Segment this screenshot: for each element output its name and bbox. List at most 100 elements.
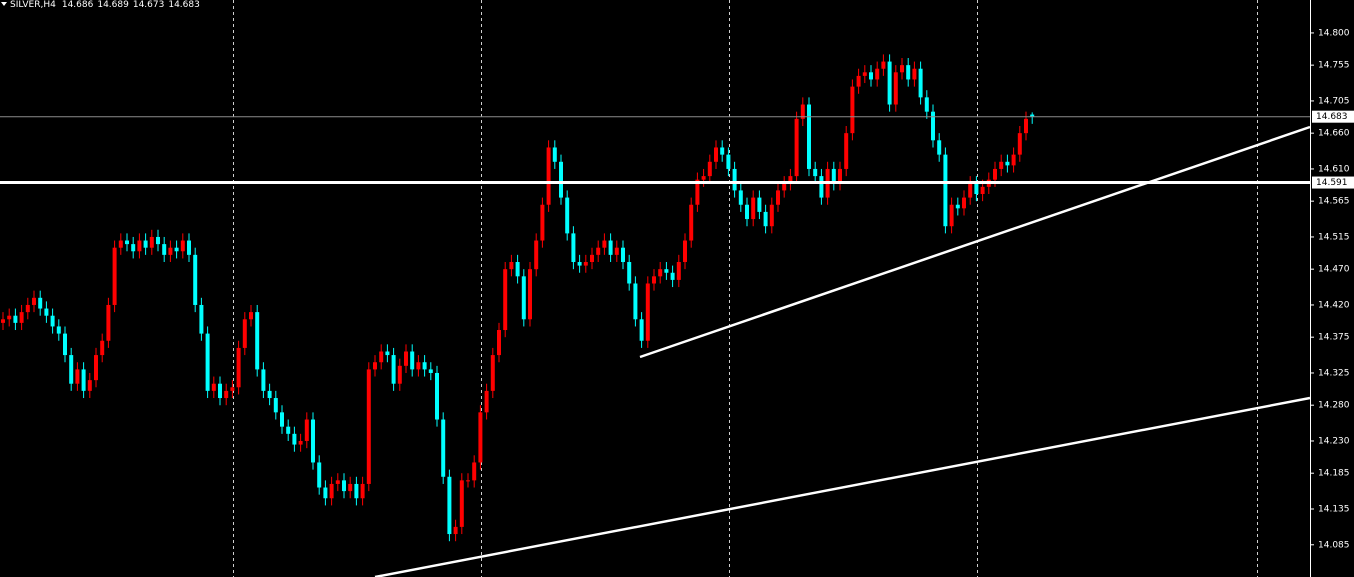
candle-body bbox=[565, 197, 570, 234]
y-tick-label: 14.230 bbox=[1318, 436, 1350, 446]
candle-body bbox=[726, 154, 731, 169]
candle-body bbox=[38, 297, 43, 309]
candle-body bbox=[366, 369, 371, 484]
candle-body bbox=[180, 240, 185, 252]
candle-body bbox=[645, 283, 650, 341]
candle-body bbox=[521, 276, 526, 320]
candle-body bbox=[416, 362, 421, 370]
open: 14.686 bbox=[62, 0, 94, 10]
candle-body bbox=[515, 262, 520, 277]
candle-body bbox=[503, 269, 508, 331]
candle-body bbox=[342, 480, 346, 492]
candle-body bbox=[379, 351, 384, 363]
candle-body bbox=[608, 240, 613, 255]
candle-body bbox=[19, 312, 24, 323]
price-axis: 14.800 14.755 14.705 14.660 14.610 14.565 14.5… bbox=[1310, 28, 1354, 550]
level-label: 14.591 bbox=[1316, 178, 1348, 188]
candle-body bbox=[311, 419, 315, 463]
candle-body bbox=[404, 351, 408, 366]
candle-body bbox=[94, 355, 98, 381]
candle-body bbox=[999, 161, 1004, 169]
candle-body bbox=[230, 387, 235, 391]
candle-body bbox=[807, 104, 811, 169]
candle-body bbox=[193, 254, 198, 305]
candle-body bbox=[335, 480, 340, 484]
plot bbox=[0, 54, 1310, 542]
candle-body bbox=[875, 68, 880, 80]
candle-body bbox=[373, 362, 377, 370]
trend-line bbox=[374, 396, 1311, 577]
candle-body bbox=[87, 380, 92, 391]
chart-title: SILVER,H4 14.686 14.689 14.673 14.683 bbox=[10, 0, 200, 10]
candle-body bbox=[187, 240, 191, 255]
candle-body bbox=[590, 254, 594, 263]
candle-body bbox=[131, 244, 136, 252]
y-tick-label: 14.705 bbox=[1318, 96, 1350, 106]
candle-body bbox=[168, 247, 173, 255]
candle-body bbox=[720, 147, 725, 155]
candle-body bbox=[478, 412, 483, 463]
candle-body bbox=[199, 304, 204, 334]
candle-body bbox=[459, 480, 464, 527]
candle-body bbox=[317, 462, 322, 488]
y-tick-label: 14.325 bbox=[1318, 368, 1350, 378]
candle-body bbox=[255, 312, 260, 370]
candle-body bbox=[707, 161, 712, 177]
candle-body bbox=[323, 487, 328, 499]
candle-body bbox=[1024, 118, 1028, 134]
candle-body bbox=[614, 247, 619, 255]
candle-body bbox=[453, 526, 458, 535]
candle-body bbox=[701, 176, 706, 180]
candle-body bbox=[236, 347, 241, 388]
candle-body bbox=[242, 319, 247, 348]
y-tick-label: 14.280 bbox=[1318, 401, 1350, 411]
candle-body bbox=[205, 333, 210, 391]
candle-body bbox=[391, 355, 396, 384]
candle-body bbox=[918, 68, 923, 98]
candle-body bbox=[639, 319, 644, 341]
candle-body bbox=[1011, 154, 1016, 166]
candle-body bbox=[813, 168, 818, 177]
menu-icon bbox=[1, 2, 7, 6]
candle-body bbox=[112, 247, 117, 305]
candle-body bbox=[794, 118, 799, 177]
candle-body bbox=[751, 197, 756, 220]
level-label-bg bbox=[1312, 176, 1354, 189]
candle-body bbox=[397, 365, 402, 384]
candle-body bbox=[211, 383, 216, 391]
candle-body bbox=[962, 197, 966, 209]
candle-body bbox=[466, 480, 470, 482]
candle-body bbox=[540, 204, 545, 241]
y-tick-label: 14.755 bbox=[1318, 61, 1350, 71]
candle-body bbox=[714, 147, 718, 162]
candle-body bbox=[583, 262, 588, 266]
candle-body bbox=[261, 369, 266, 391]
candle-body bbox=[149, 236, 154, 248]
candle-body bbox=[174, 247, 179, 252]
candle-body bbox=[75, 369, 80, 384]
candle-body bbox=[156, 236, 160, 245]
candle-body bbox=[831, 168, 836, 184]
candle-body bbox=[1030, 114, 1035, 117]
candle-body bbox=[329, 483, 334, 499]
close: 14.683 bbox=[168, 0, 200, 10]
candle-body bbox=[881, 61, 886, 69]
candle-body bbox=[267, 390, 272, 399]
symbol: SILVER,H4 bbox=[10, 0, 56, 10]
candle-body bbox=[782, 183, 787, 191]
candle-body bbox=[422, 362, 427, 370]
candle-body bbox=[819, 176, 824, 198]
candle-body bbox=[937, 140, 942, 155]
candle-body bbox=[137, 240, 142, 252]
candle-body bbox=[25, 304, 30, 313]
candle-body bbox=[887, 61, 892, 105]
candle-body bbox=[763, 211, 768, 227]
candle-body bbox=[738, 190, 743, 205]
candle-body bbox=[862, 72, 867, 76]
bid-label: 14.683 bbox=[1316, 112, 1348, 122]
y-tick-label: 14.515 bbox=[1318, 232, 1350, 242]
candle-body bbox=[298, 440, 303, 445]
y-tick-label: 14.375 bbox=[1318, 333, 1350, 343]
candle-body bbox=[280, 412, 284, 427]
candle-body bbox=[546, 147, 551, 205]
